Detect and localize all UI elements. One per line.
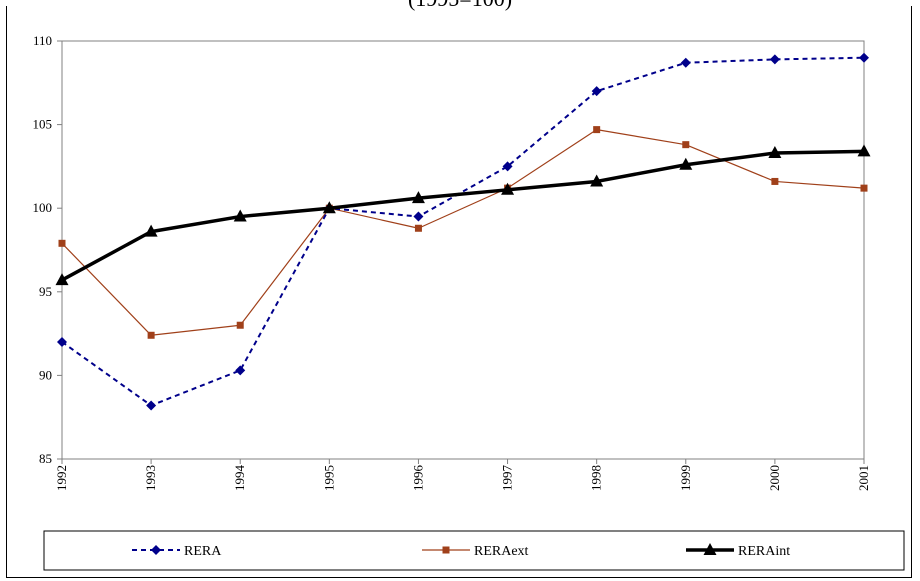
point-reraint-1992: [55, 273, 69, 286]
point-reraint-1997: [501, 182, 515, 195]
point-reraext-1994: [236, 321, 244, 329]
point-rera-1992: [57, 336, 67, 347]
y-tick-label-95: 95: [39, 284, 52, 299]
point-reraext-1992: [58, 239, 66, 247]
point-rera-1994: [235, 365, 246, 376]
x-tick-label-1999: 1999: [678, 465, 693, 491]
point-reraint-1994: [233, 209, 247, 222]
y-tick-label-85: 85: [39, 451, 52, 466]
x-tick-label-2000: 2000: [767, 465, 782, 491]
point-reraext-1993: [147, 331, 155, 339]
point-reraext-1999: [682, 141, 690, 149]
series-line-rera: [61, 56, 865, 407]
series-rera: [57, 52, 869, 411]
y-tick-label-105: 105: [33, 117, 53, 132]
point-reraint-1998: [590, 174, 604, 187]
legend-marker-rera: [151, 545, 161, 555]
legend-marker-reraext: [442, 546, 450, 554]
legend-label-reraext: RERAext: [474, 544, 529, 559]
point-rera-2000: [769, 54, 780, 65]
x-tick-label-2001: 2001: [856, 465, 871, 491]
legend-box: [43, 530, 905, 571]
legend-item-reraint: RERAint: [686, 543, 790, 559]
legend-item-rera: RERA: [132, 544, 222, 559]
x-tick-label-1992: 1992: [54, 465, 69, 491]
series-line-reraext: [61, 129, 865, 336]
point-reraext-2001: [860, 184, 868, 192]
point-rera-1996: [413, 211, 424, 222]
legend: RERA RERAext RERAint: [132, 543, 790, 559]
legend-label-reraint: RERAint: [738, 544, 790, 559]
series-layer: [55, 52, 871, 411]
x-tick-label-1993: 1993: [143, 465, 158, 491]
point-reraint-1996: [411, 191, 425, 204]
point-rera-1998: [591, 86, 602, 97]
series-line-reraint: [61, 149, 865, 282]
y-tick-label-100: 100: [33, 200, 53, 215]
chart-frame: [6, 6, 912, 578]
point-reraint-1999: [679, 157, 693, 170]
point-rera-1993: [146, 400, 157, 411]
point-reraint-2001: [857, 144, 871, 157]
x-tick-label-1997: 1997: [500, 465, 515, 492]
point-reraext-2000: [771, 177, 779, 185]
point-reraext-1996: [414, 224, 422, 232]
point-rera-1997: [502, 161, 513, 172]
point-rera-1999: [680, 57, 691, 68]
legend-marker-reraint: [703, 543, 717, 555]
point-reraext-1998: [593, 126, 601, 134]
y-tick-label-110: 110: [33, 33, 52, 48]
x-tick-label-1998: 1998: [589, 465, 604, 491]
x-tick-label-1995: 1995: [321, 465, 336, 491]
plot-area: [61, 40, 865, 460]
point-reraint-1995: [322, 201, 336, 214]
x-tick-label-1996: 1996: [410, 465, 425, 492]
point-reraint-2000: [768, 146, 782, 159]
legend-item-reraext: RERAext: [422, 544, 529, 559]
y-tick-label-90: 90: [39, 367, 52, 382]
series-reraint: [55, 144, 871, 286]
chart-title: (1995=100): [0, 0, 920, 12]
point-rera-2001: [859, 52, 869, 63]
x-tick-label-1994: 1994: [232, 465, 247, 492]
axes: 85 90 95 100 105 110 1992 1993 1994 1995 1996 1997 1…: [33, 33, 872, 491]
point-reraint-1993: [144, 224, 158, 237]
legend-label-rera: RERA: [184, 544, 222, 559]
